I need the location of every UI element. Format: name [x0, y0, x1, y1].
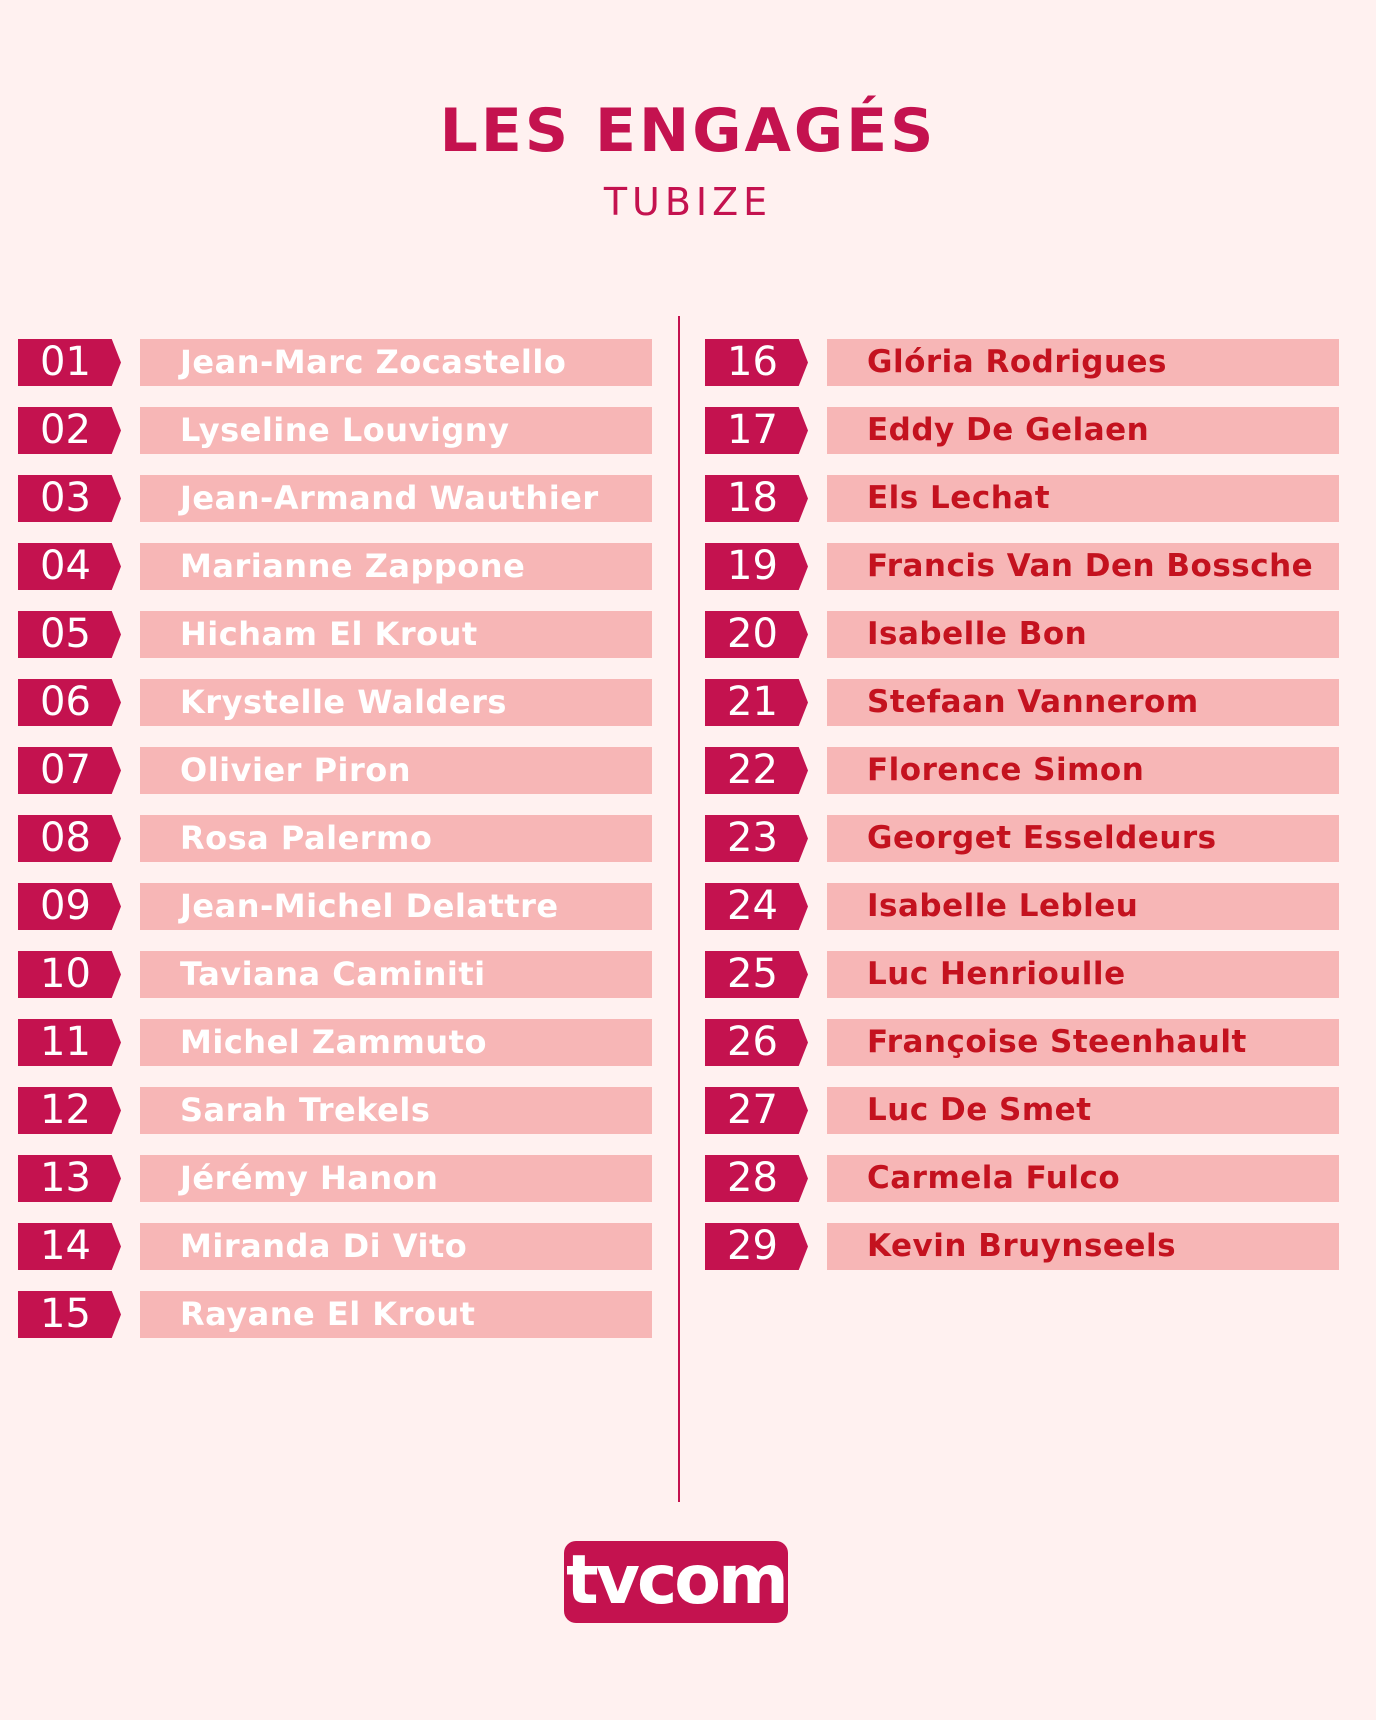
candidate-name: Jean-Armand Wauthier — [140, 475, 652, 522]
candidate-number-badge: 06 — [18, 679, 121, 726]
candidate-number-badge: 15 — [18, 1291, 121, 1338]
candidate-name: Georget Esseldeurs — [827, 815, 1339, 862]
candidate-number-badge: 05 — [18, 611, 121, 658]
candidate-number-badge: 26 — [705, 1019, 808, 1066]
candidate-name: Stefaan Vannerom — [827, 679, 1339, 726]
candidate-name: Sarah Trekels — [140, 1087, 652, 1134]
candidate-name: Jérémy Hanon — [140, 1155, 652, 1202]
column-divider — [678, 316, 680, 1502]
candidate-name: Glória Rodrigues — [827, 339, 1339, 386]
candidate-name: Luc De Smet — [827, 1087, 1339, 1134]
candidate-name: Jean-Michel Delattre — [140, 883, 652, 930]
candidate-name: Françoise Steenhault — [827, 1019, 1339, 1066]
candidate-name: Marianne Zappone — [140, 543, 652, 590]
candidate-name: Michel Zammuto — [140, 1019, 652, 1066]
page-subtitle: TUBIZE — [603, 180, 773, 224]
candidate-number-badge: 29 — [705, 1223, 808, 1270]
candidate-number-badge: 13 — [18, 1155, 121, 1202]
candidate-name: Luc Henrioulle — [827, 951, 1339, 998]
candidate-name: Els Lechat — [827, 475, 1339, 522]
tvcom-logo: tvcom — [564, 1541, 789, 1623]
candidate-number-badge: 04 — [18, 543, 121, 590]
candidate-number-badge: 27 — [705, 1087, 808, 1134]
candidate-number-badge: 02 — [18, 407, 121, 454]
candidate-number-badge: 03 — [18, 475, 121, 522]
candidate-number-badge: 09 — [18, 883, 121, 930]
candidate-number-badge: 21 — [705, 679, 808, 726]
candidate-number-badge: 20 — [705, 611, 808, 658]
candidate-name: Hicham El Krout — [140, 611, 652, 658]
candidate-name: Isabelle Lebleu — [827, 883, 1339, 930]
candidate-number-badge: 01 — [18, 339, 121, 386]
candidate-number-badge: 19 — [705, 543, 808, 590]
candidate-number-badge: 10 — [18, 951, 121, 998]
candidate-name: Florence Simon — [827, 747, 1339, 794]
candidate-number-badge: 08 — [18, 815, 121, 862]
candidate-name: Francis Van Den Bossche — [827, 543, 1339, 590]
candidate-number-badge: 28 — [705, 1155, 808, 1202]
candidate-name: Lyseline Louvigny — [140, 407, 652, 454]
candidate-number-badge: 12 — [18, 1087, 121, 1134]
candidate-name: Krystelle Walders — [140, 679, 652, 726]
candidate-name: Carmela Fulco — [827, 1155, 1339, 1202]
candidate-name: Olivier Piron — [140, 747, 652, 794]
candidate-number-badge: 22 — [705, 747, 808, 794]
page-title: LES ENGAGÉS — [439, 96, 937, 166]
candidate-number-badge: 14 — [18, 1223, 121, 1270]
candidate-name: Rayane El Krout — [140, 1291, 652, 1338]
candidate-name: Miranda Di Vito — [140, 1223, 652, 1270]
candidate-name: Taviana Caminiti — [140, 951, 652, 998]
candidate-number-badge: 24 — [705, 883, 808, 930]
candidate-name: Kevin Bruynseels — [827, 1223, 1339, 1270]
candidate-number-badge: 23 — [705, 815, 808, 862]
candidate-number-badge: 18 — [705, 475, 808, 522]
candidate-name: Isabelle Bon — [827, 611, 1339, 658]
candidate-number-badge: 07 — [18, 747, 121, 794]
candidate-name: Jean-Marc Zocastello — [140, 339, 652, 386]
candidate-name: Eddy De Gelaen — [827, 407, 1339, 454]
candidate-number-badge: 16 — [705, 339, 808, 386]
candidate-number-badge: 11 — [18, 1019, 121, 1066]
candidate-name: Rosa Palermo — [140, 815, 652, 862]
candidate-number-badge: 25 — [705, 951, 808, 998]
candidate-number-badge: 17 — [705, 407, 808, 454]
